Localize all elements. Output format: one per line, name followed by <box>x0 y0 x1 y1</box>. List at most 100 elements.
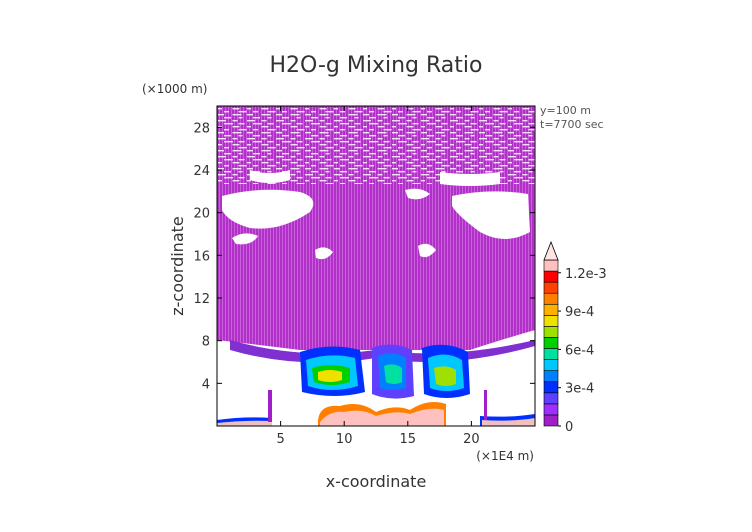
wavy-gap <box>392 168 398 170</box>
wavy-gap <box>441 123 448 125</box>
wavy-gap <box>493 150 503 152</box>
wavy-gap <box>348 108 356 110</box>
wavy-gap <box>427 177 436 179</box>
wavy-gap <box>354 141 361 143</box>
wavy-gap <box>369 141 378 143</box>
wavy-gap <box>232 162 240 164</box>
wavy-gap <box>456 123 465 125</box>
wavy-gap <box>406 108 414 110</box>
wavy-gap <box>354 117 359 119</box>
wavy-gap <box>319 150 329 152</box>
wavy-gap <box>261 132 271 134</box>
colorbar-tick-label: 9e-4 <box>565 305 594 320</box>
wavy-gap <box>218 132 224 134</box>
wavy-gap <box>276 150 282 152</box>
wavy-gap <box>267 159 274 161</box>
wavy-gap <box>340 159 349 161</box>
wavy-gap <box>485 111 490 113</box>
wavy-gap <box>528 165 535 167</box>
wavy-gap <box>224 159 233 161</box>
wavy-gap <box>334 144 338 146</box>
wavy-gap <box>369 123 378 125</box>
wavy-gap <box>464 132 474 134</box>
wavy-gap <box>485 147 490 149</box>
wavy-gap <box>514 129 519 131</box>
wavy-gap <box>398 153 405 155</box>
wavy-gap <box>276 120 284 122</box>
wavy-gap <box>340 117 347 119</box>
wavy-gap <box>528 147 535 149</box>
wavy-gap <box>514 141 523 143</box>
wavy-gap <box>247 168 253 170</box>
wavy-gap <box>282 183 287 185</box>
wavy-gap <box>296 129 305 131</box>
colorbar-tick-label: 1.2e-3 <box>565 267 607 282</box>
wavy-gap <box>441 159 448 161</box>
chart-title: H2O-g Mixing Ratio <box>270 53 483 78</box>
wavy-gap <box>479 138 487 140</box>
wavy-gap <box>456 159 465 161</box>
wavy-gap <box>348 132 358 134</box>
wavy-gap <box>528 129 535 131</box>
wavy-gap <box>363 114 369 116</box>
wavy-gap <box>485 159 494 161</box>
wavy-gap <box>247 126 251 128</box>
wavy-gap <box>232 168 242 170</box>
wavy-gap <box>499 159 506 161</box>
wavy-gap <box>493 126 501 128</box>
wavy-gap <box>319 174 325 176</box>
wavy-gap <box>261 156 267 158</box>
wavy-gap <box>296 117 301 119</box>
wavy-gap <box>238 159 245 161</box>
wavy-gap <box>354 153 359 155</box>
wavy-gap <box>392 114 398 116</box>
wavy-gap <box>267 147 276 149</box>
wavy-gap <box>247 114 253 116</box>
colorbar-swatch <box>543 381 559 394</box>
colorbar-swatch <box>543 326 559 338</box>
wavy-gap <box>470 165 479 167</box>
wavy-gap <box>218 114 224 116</box>
wavy-gap <box>218 120 226 122</box>
wavy-gap <box>247 162 251 164</box>
wavy-gap <box>499 135 504 137</box>
wavy-gap <box>253 111 258 113</box>
wavy-gap <box>276 126 280 128</box>
wavy-gap <box>282 117 289 119</box>
wavy-gap <box>290 180 298 182</box>
wavy-gap <box>383 123 390 125</box>
wavy-gap <box>276 132 282 134</box>
wavy-gap <box>325 159 332 161</box>
wavy-gap <box>224 183 229 185</box>
wavy-gap <box>421 162 425 164</box>
wavy-gap <box>363 120 371 122</box>
wavy-gap <box>340 177 349 179</box>
wavy-gap <box>290 126 298 128</box>
wavy-gap <box>383 141 390 143</box>
wavy-gap <box>363 168 369 170</box>
wavy-gap <box>340 135 347 137</box>
wavy-gap <box>464 126 472 128</box>
wavy-gap <box>334 162 338 164</box>
wavy-gap <box>224 135 231 137</box>
wavy-gap <box>340 183 345 185</box>
wavy-gap <box>232 132 242 134</box>
wavy-gap <box>499 141 506 143</box>
wavy-gap <box>392 162 396 164</box>
wavy-gap <box>334 174 342 176</box>
wavy-gap <box>253 117 260 119</box>
wavy-gap <box>290 150 300 152</box>
wavy-gap <box>528 141 535 143</box>
wavy-gap <box>276 162 280 164</box>
wavy-gap <box>319 120 325 122</box>
wavy-gap <box>479 114 485 116</box>
wavy-gap <box>412 117 417 119</box>
x-tick-label: 5 <box>276 432 284 447</box>
wavy-gap <box>253 135 260 137</box>
wavy-gap <box>398 135 405 137</box>
wavy-gap <box>377 108 385 110</box>
wavy-gap <box>392 156 400 158</box>
wavy-gap <box>232 114 242 116</box>
wavy-gap <box>354 135 359 137</box>
wavy-gap <box>296 159 303 161</box>
